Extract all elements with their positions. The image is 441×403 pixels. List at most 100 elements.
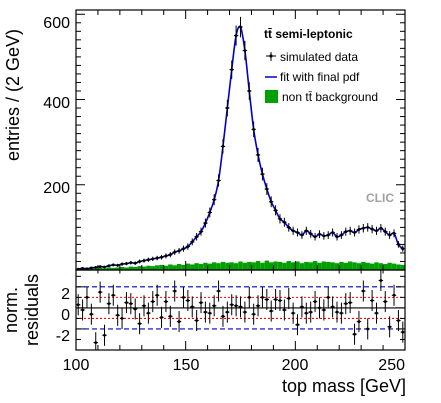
data-point bbox=[137, 259, 142, 264]
background-bar bbox=[334, 263, 340, 270]
data-point bbox=[308, 229, 313, 238]
background-bar bbox=[211, 262, 217, 270]
residual-point bbox=[321, 299, 327, 321]
data-point bbox=[369, 224, 375, 234]
data-point bbox=[146, 257, 151, 262]
data-point bbox=[163, 253, 169, 259]
residual-point bbox=[326, 286, 331, 308]
residual-point bbox=[124, 292, 129, 314]
data-point bbox=[400, 245, 405, 252]
background-bar bbox=[111, 267, 116, 270]
background-bar bbox=[286, 261, 291, 270]
residual-point bbox=[185, 290, 191, 312]
residual-point bbox=[242, 301, 248, 323]
data-point bbox=[181, 245, 186, 252]
data-point bbox=[273, 205, 278, 216]
residual-point bbox=[146, 302, 151, 324]
background-bar bbox=[185, 263, 191, 270]
background-bar bbox=[295, 261, 300, 270]
legend-label-fit: fit with final pdf bbox=[280, 70, 360, 84]
background-bar bbox=[115, 267, 120, 270]
background-bar bbox=[374, 262, 379, 270]
background-bar bbox=[400, 264, 405, 270]
residual-point bbox=[176, 311, 182, 333]
background-bar bbox=[260, 262, 265, 270]
main-ytick-label-400: 400 bbox=[43, 95, 70, 112]
data-point bbox=[321, 232, 327, 240]
xtick-label-200: 200 bbox=[282, 357, 309, 374]
data-point bbox=[374, 226, 379, 235]
data-point bbox=[326, 231, 331, 239]
data-point bbox=[159, 254, 164, 260]
background-bar bbox=[247, 261, 252, 270]
data-point bbox=[154, 255, 160, 261]
main-axis-ticks bbox=[75, 10, 406, 271]
x-axis-title: top mass [GeV] bbox=[282, 376, 406, 396]
residual-point bbox=[330, 296, 335, 318]
data-point bbox=[207, 207, 212, 218]
residual-point bbox=[233, 295, 239, 317]
background-bar bbox=[150, 266, 155, 270]
background-bar bbox=[264, 260, 270, 270]
background-bar bbox=[361, 261, 366, 270]
data-point bbox=[295, 228, 300, 237]
residual-point bbox=[198, 292, 204, 314]
clic-label: CLIC bbox=[366, 191, 394, 205]
data-point bbox=[290, 226, 296, 235]
background-bar bbox=[343, 262, 348, 270]
background-bar bbox=[277, 261, 283, 270]
legend-label-simulated-data: simulated data bbox=[280, 50, 358, 64]
data-point bbox=[282, 217, 287, 227]
background-bar bbox=[133, 267, 138, 270]
data-point bbox=[334, 232, 340, 241]
data-point bbox=[365, 223, 370, 232]
data-point bbox=[304, 226, 309, 235]
residual-point bbox=[299, 296, 305, 318]
background-bar bbox=[159, 264, 164, 270]
background-bar bbox=[128, 266, 134, 270]
residual-point bbox=[273, 288, 278, 310]
background-bar bbox=[290, 262, 296, 270]
data-point bbox=[80, 266, 85, 270]
data-point bbox=[211, 194, 217, 206]
residual-point bbox=[154, 284, 160, 306]
data-point bbox=[378, 224, 384, 233]
main-data-layer bbox=[76, 16, 405, 271]
residual-point bbox=[282, 299, 287, 321]
background-bar bbox=[356, 263, 362, 270]
residual-point bbox=[150, 291, 155, 313]
residual-y-axis-title-line1: norm. bbox=[1, 287, 21, 333]
residual-point bbox=[194, 310, 199, 332]
data-point bbox=[89, 266, 94, 270]
data-point bbox=[286, 223, 291, 232]
background-bar bbox=[326, 261, 331, 270]
data-point bbox=[343, 227, 348, 236]
data-point bbox=[312, 232, 318, 241]
data-point bbox=[255, 147, 261, 162]
background-bar bbox=[154, 265, 160, 270]
data-point bbox=[198, 227, 204, 236]
data-point bbox=[396, 241, 401, 248]
residual-point bbox=[207, 302, 212, 324]
residual-point bbox=[369, 290, 375, 312]
background-bar bbox=[308, 262, 313, 270]
main-ytick-label-200: 200 bbox=[43, 180, 70, 197]
residual-point bbox=[115, 304, 120, 326]
data-point bbox=[168, 252, 173, 258]
data-point bbox=[347, 226, 353, 235]
background-bar bbox=[146, 265, 151, 270]
residual-point bbox=[352, 323, 357, 345]
data-point bbox=[352, 228, 357, 237]
residual-point bbox=[111, 284, 116, 306]
residual-point bbox=[97, 281, 103, 303]
residual-point bbox=[211, 295, 217, 317]
background-bar bbox=[391, 263, 397, 270]
residual-point bbox=[255, 295, 261, 317]
main-ytick-label-600: 600 bbox=[43, 15, 70, 32]
background-bar bbox=[242, 262, 248, 270]
background-bar bbox=[172, 265, 177, 270]
residual-data-layer bbox=[76, 270, 405, 350]
background-bar bbox=[387, 262, 392, 270]
data-point bbox=[233, 25, 239, 46]
data-point bbox=[264, 183, 270, 195]
